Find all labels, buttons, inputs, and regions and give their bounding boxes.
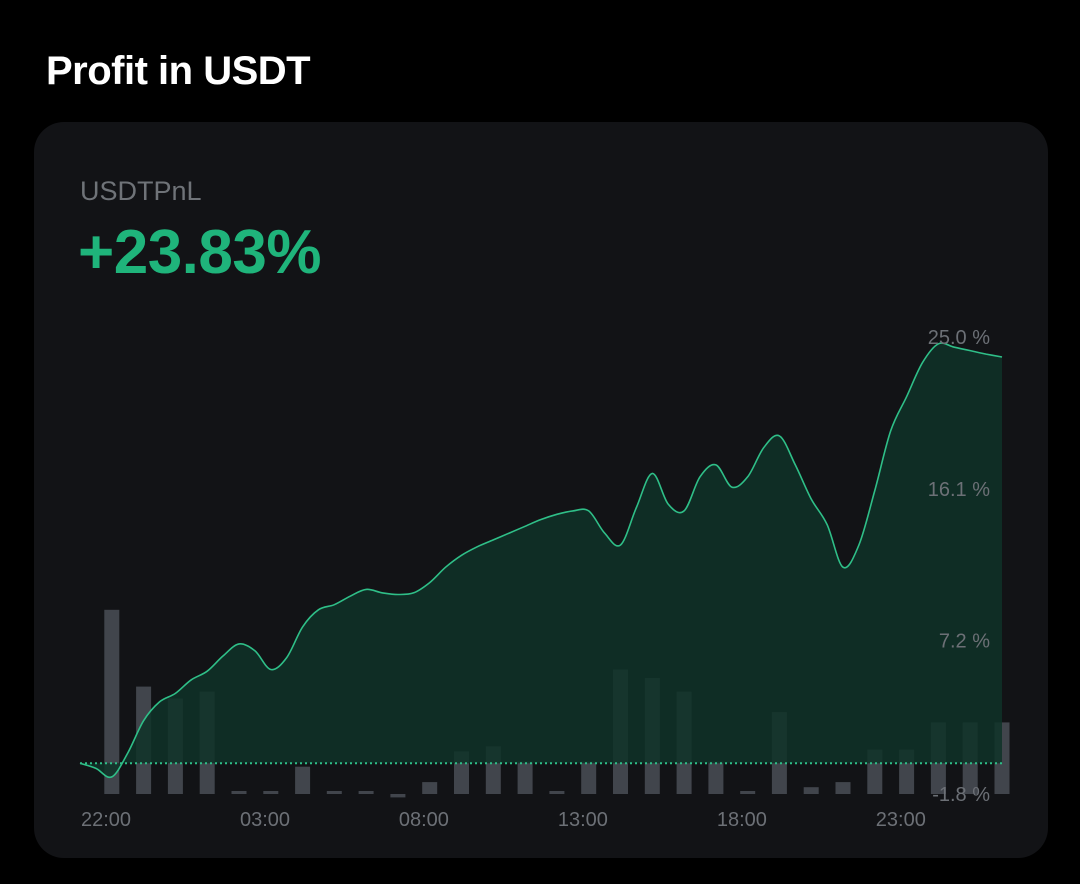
section-title: Profit in USDT xyxy=(46,49,311,93)
y-tick-label: 16.1 % xyxy=(928,479,990,501)
pnl-line xyxy=(79,342,1003,779)
pnl-bar xyxy=(104,609,120,794)
x-tick-label: 22:00 xyxy=(81,809,131,831)
metric-label: USDTPnL xyxy=(80,176,202,206)
pnl-area xyxy=(80,343,1002,778)
pnl-bar xyxy=(422,782,438,794)
y-tick-label: -1.8 % xyxy=(932,784,990,806)
x-tick-label: 13:00 xyxy=(558,809,608,831)
y-tick-label: 25.0 % xyxy=(928,327,990,349)
pnl-chart-card: USDTPnL +23.83% 25.0 % 16.1 % 7.2 % -1.8 % … xyxy=(34,122,1048,858)
pnl-bar xyxy=(358,791,374,794)
x-tick-label: 08:00 xyxy=(399,809,449,831)
x-axis-ticks: 22:00 03:00 08:00 13:00 18:00 23:00 xyxy=(81,809,926,831)
x-tick-label: 03:00 xyxy=(240,809,290,831)
pnl-bar xyxy=(231,791,247,794)
pnl-bar xyxy=(740,791,756,794)
pnl-bar xyxy=(517,761,533,794)
x-tick-label: 23:00 xyxy=(876,809,926,831)
pnl-bar xyxy=(581,761,597,794)
pnl-bar xyxy=(835,782,851,794)
metric-value: +23.83% xyxy=(78,218,322,287)
y-tick-label: 7.2 % xyxy=(939,631,990,653)
pnl-bar xyxy=(263,791,279,794)
pnl-bar xyxy=(326,791,342,794)
pnl-bar xyxy=(708,761,724,794)
pnl-bar xyxy=(295,766,311,794)
x-tick-label: 18:00 xyxy=(717,809,767,831)
y-axis-ticks: 25.0 % 16.1 % 7.2 % -1.8 % xyxy=(928,327,990,806)
pnl-bar xyxy=(390,794,406,798)
pnl-bar xyxy=(803,787,819,794)
pnl-bar xyxy=(549,791,565,794)
pnl-chart[interactable]: 25.0 % 16.1 % 7.2 % -1.8 % 22:00 03:00 08:00 1… xyxy=(34,122,1048,858)
